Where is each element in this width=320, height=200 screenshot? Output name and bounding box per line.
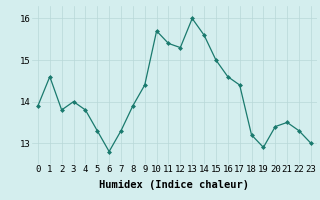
X-axis label: Humidex (Indice chaleur): Humidex (Indice chaleur) xyxy=(100,180,249,190)
